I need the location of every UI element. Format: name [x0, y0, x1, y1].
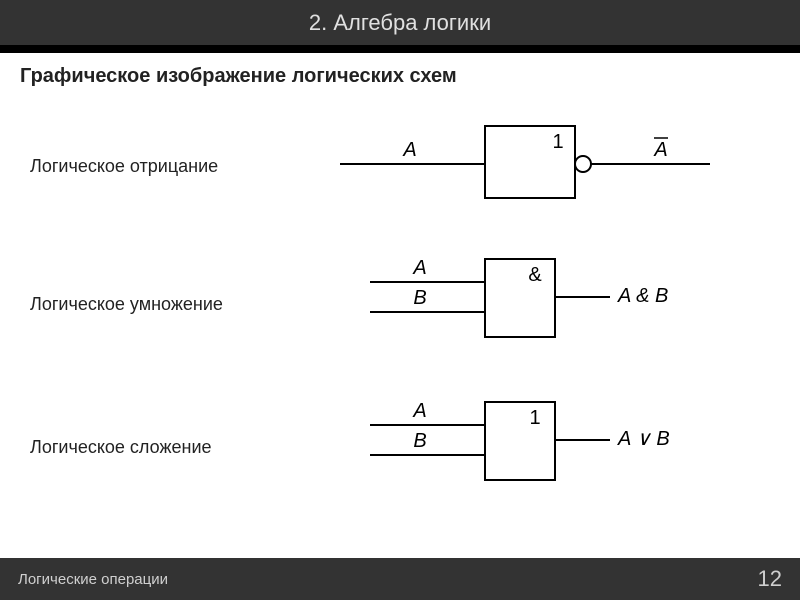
- gate-symbol: 1: [552, 131, 563, 153]
- gate-symbol: &: [528, 264, 542, 286]
- output-label: A ∨ B: [617, 428, 670, 450]
- row-and: Логическое умножение A B & A & B: [30, 247, 770, 362]
- diagram-and: A B & A & B: [310, 247, 770, 362]
- label-not: Логическое отрицание: [30, 156, 310, 177]
- label-and: Логическое умножение: [30, 294, 310, 315]
- negation-bubble: [575, 156, 591, 172]
- subtitle: Графическое изображение логических схем: [0, 53, 800, 94]
- input-a-label: A: [402, 139, 416, 161]
- page-number: 12: [758, 566, 782, 592]
- output-label: A: [653, 139, 667, 161]
- footer-text: Логические операции: [18, 571, 168, 588]
- input-a-label: A: [412, 257, 426, 279]
- content-area: Логическое отрицание A 1 A Логическое ум…: [0, 94, 800, 505]
- output-label: A & B: [617, 285, 668, 307]
- row-or: Логическое сложение A B 1 A ∨ B: [30, 390, 770, 505]
- diagram-or: A B 1 A ∨ B: [310, 390, 770, 505]
- input-b-label: B: [413, 287, 426, 309]
- row-not: Логическое отрицание A 1 A: [30, 114, 770, 219]
- footer-bar: Логические операции 12: [0, 558, 800, 600]
- input-a-label: A: [412, 400, 426, 422]
- label-or: Логическое сложение: [30, 437, 310, 458]
- header-bar: 2. Алгебра логики: [0, 0, 800, 45]
- header-underline: [0, 45, 800, 53]
- header-title: 2. Алгебра логики: [309, 10, 491, 36]
- gate-symbol: 1: [529, 407, 540, 429]
- input-b-label: B: [413, 430, 426, 452]
- diagram-not: A 1 A: [310, 114, 770, 219]
